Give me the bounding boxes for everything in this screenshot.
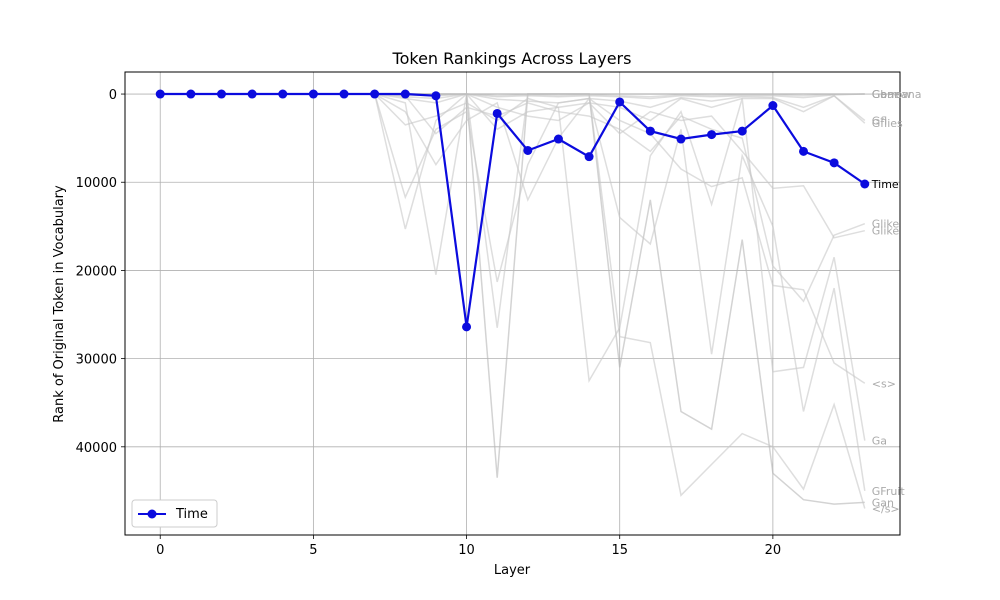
plot-frame [124,71,901,536]
highlight-point [707,130,717,140]
y-axis: 0 10000 20000 30000 40000 [76,88,125,456]
y-tick-label: 40000 [76,441,117,456]
y-tick-label: 20000 [76,264,117,279]
highlight-point [308,89,318,99]
highlight-point [155,89,165,99]
highlight-point [615,97,625,107]
highlight-line [160,92,866,328]
highlight-point [431,91,441,101]
highlight-series [155,89,870,332]
x-tick-label: 10 [458,543,475,558]
series-end-label: Gflies [872,117,903,130]
series-end-label: Ga [872,435,887,448]
highlight-point [462,322,472,332]
highlight-point [584,152,594,162]
y-tick-label: 0 [109,88,117,103]
y-axis-label: Rank of Original Token in Vocabulary [52,185,67,423]
highlight-point [860,179,870,189]
highlight-point [829,158,839,168]
y-tick-label: 30000 [76,353,117,368]
x-tick-label: 5 [309,543,317,558]
legend-marker [147,509,157,519]
x-tick-label: 20 [765,543,782,558]
legend-box [131,499,218,528]
x-axis-label: Layer [494,563,531,578]
x-tick-label: 15 [611,543,628,558]
highlight-point [676,134,686,144]
highlight-point [339,89,349,99]
x-axis: 0 5 10 15 20 [156,535,781,558]
series-end-label: Garrow [872,88,912,101]
highlight-point [370,89,380,99]
legend: Time [131,499,218,528]
highlight-point [247,89,257,99]
highlight-end-label: Time [871,178,899,191]
highlight-point [799,146,809,156]
x-tick-label: 0 [156,543,164,558]
series-end-label: GFruit [872,485,906,498]
series-end-label: Gan [872,496,894,509]
series-end-label: </s> [872,503,900,516]
highlight-point [553,134,563,144]
highlight-point [768,101,778,111]
legend-label: Time [175,507,208,522]
highlight-point [186,89,196,99]
chart-title: Token Rankings Across Layers [392,49,632,68]
highlight-point [492,108,502,118]
series-end-label: Glike [872,218,900,231]
highlight-point [278,89,288,99]
highlight-point [400,89,410,99]
series-end-label: Gbanana [872,88,922,101]
y-tick-label: 10000 [76,176,117,191]
highlight-point [737,126,747,136]
highlight-point [216,89,226,99]
highlight-point [645,126,655,136]
highlight-point [523,145,533,155]
series-end-label: Glike [872,225,900,238]
series-end-label: Gfl [872,115,887,128]
series-end-label: <s> [872,377,896,390]
series-end-label: Gone [872,88,901,101]
